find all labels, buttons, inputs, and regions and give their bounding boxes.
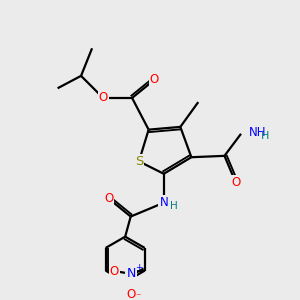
Text: O: O [149,74,159,86]
Text: O: O [104,192,113,205]
Text: H: H [261,131,269,141]
Text: N: N [159,196,168,209]
Text: N: N [126,267,136,280]
Text: S: S [135,155,143,168]
Text: ⁻: ⁻ [135,292,141,300]
Text: O: O [126,287,136,300]
Text: O: O [98,92,108,104]
Text: O: O [231,176,240,189]
Text: O: O [110,266,119,278]
Text: H: H [169,201,177,211]
Text: NH: NH [249,126,267,139]
Text: +: + [135,263,142,272]
